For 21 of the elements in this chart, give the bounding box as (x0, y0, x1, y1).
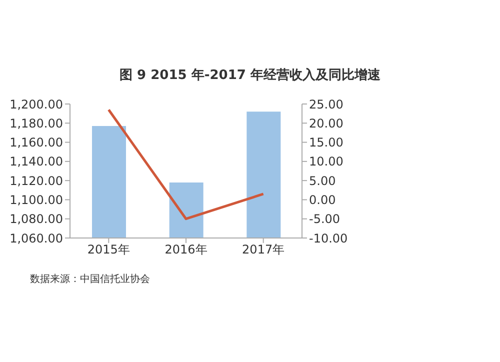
y2-tick-label: 5.00 (309, 174, 336, 188)
x-tick-label: 2015年 (87, 242, 130, 257)
y2-tick-label: 0.00 (309, 192, 336, 207)
source-note: 数据来源：中国信托业协会 (30, 272, 151, 286)
y-tick-label: 1,160.00 (10, 136, 63, 150)
x-tick-label: 2017年 (242, 242, 285, 257)
y-tick-label: 1,080.00 (10, 212, 63, 226)
y-tick-label: 1,200.00 (10, 97, 63, 112)
y-tick-label: 1,100.00 (10, 192, 63, 207)
y-tick-label: 1,060.00 (10, 231, 63, 246)
y-tick-label: 1,140.00 (10, 154, 63, 169)
y2-tick-label: 15.00 (309, 136, 344, 150)
y-tick-label: 1,180.00 (10, 116, 63, 130)
y2-tick-label: -5.00 (309, 212, 340, 226)
chart-title: 图 9 2015 年-2017 年经营收入及同比增速 (118, 66, 382, 84)
y2-tick-label: -10.00 (309, 231, 348, 246)
y2-tick-label: 20.00 (309, 116, 344, 130)
y-tick-label: 1,120.00 (10, 174, 63, 188)
y2-tick-label: 10.00 (309, 154, 344, 169)
x-tick-label: 2016年 (164, 242, 208, 257)
y2-tick-label: 25.00 (309, 97, 344, 112)
